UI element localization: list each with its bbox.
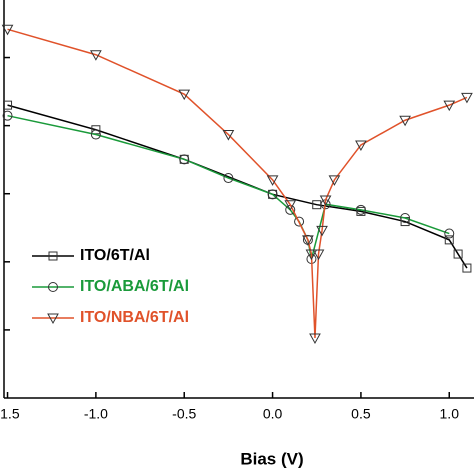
data-point xyxy=(1,24,14,36)
data-point xyxy=(223,173,234,184)
data-point xyxy=(312,249,325,261)
legend-label: ITO/ABA/6T/Al xyxy=(80,278,189,295)
series-line xyxy=(7,114,450,260)
legend-label: ITO/6T/Al xyxy=(80,247,150,264)
data-point xyxy=(309,333,321,345)
data-point xyxy=(294,216,305,227)
x-tick-label: -1.0 xyxy=(84,406,108,422)
data-point xyxy=(355,204,366,215)
legend-label: ITO/NBA/6T/Al xyxy=(80,309,189,326)
data-point xyxy=(302,235,314,246)
data-point xyxy=(2,110,13,121)
x-axis-label: Bias (V) xyxy=(240,449,303,468)
x-tick-label: -0.5 xyxy=(172,406,196,422)
legend-marker xyxy=(48,251,58,261)
data-point xyxy=(444,228,455,239)
data-point xyxy=(91,125,101,135)
x-tick-label: 0.0 xyxy=(263,406,283,422)
legend-marker xyxy=(48,282,58,292)
data-point xyxy=(179,154,190,165)
data-point xyxy=(178,89,191,101)
data-point xyxy=(90,129,101,140)
data-point xyxy=(462,263,472,273)
data-point xyxy=(355,140,367,152)
data-point xyxy=(443,100,456,112)
data-point xyxy=(266,175,279,186)
data-point xyxy=(3,100,13,110)
data-point xyxy=(267,189,278,200)
x-tick-label: 1.0 xyxy=(440,406,460,422)
legend-marker xyxy=(47,313,59,325)
data-point xyxy=(400,213,411,224)
series-line xyxy=(7,28,468,339)
data-point xyxy=(305,249,318,261)
data-point xyxy=(453,249,463,259)
data-point xyxy=(316,225,328,237)
x-tick-label: -1.5 xyxy=(0,406,20,422)
series-line xyxy=(7,104,468,269)
data-point xyxy=(461,92,473,104)
data-point xyxy=(444,235,454,245)
x-tick-label: 0.5 xyxy=(351,406,371,422)
data-point xyxy=(90,50,102,61)
data-point xyxy=(319,195,332,206)
data-point xyxy=(284,200,297,211)
data-point xyxy=(399,115,411,127)
data-point xyxy=(328,175,341,186)
data-point xyxy=(222,130,235,141)
